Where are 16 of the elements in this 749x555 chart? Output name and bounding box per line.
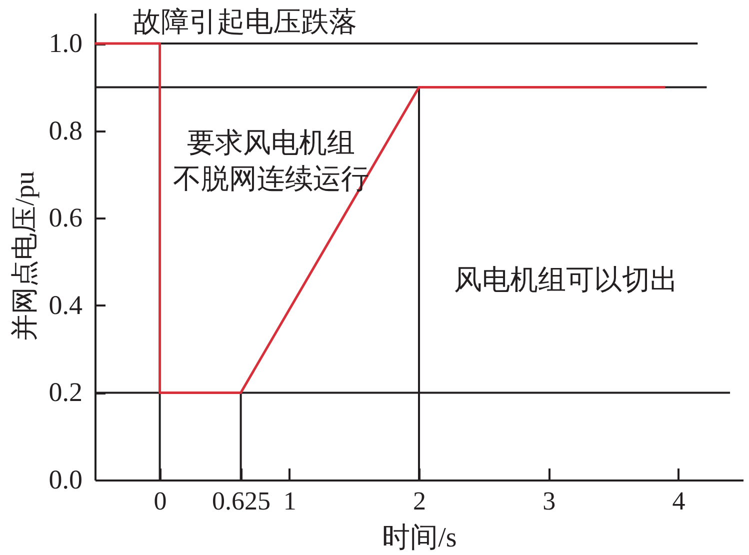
y-tick-label: 0.6 xyxy=(48,202,82,233)
x-tick-label: 3 xyxy=(542,486,556,516)
y-axis-title: 并网点电压/pu xyxy=(10,170,40,341)
x-tick-label: 2 xyxy=(413,486,426,516)
x-axis-title: 时间/s xyxy=(382,522,457,554)
x-tick-label: 1 xyxy=(283,486,296,516)
annotation: 故障引起电压跌落 xyxy=(133,7,357,38)
y-tick-label: 1.0 xyxy=(48,28,82,58)
x-tick-label: 0.625 xyxy=(212,486,271,516)
annotation: 风电机组可以切出 xyxy=(454,265,678,296)
y-tick-label: 0.8 xyxy=(48,115,82,146)
y-tick-label: 0.0 xyxy=(48,464,82,494)
y-tick-label: 0.4 xyxy=(48,290,83,320)
x-tick-label: 4 xyxy=(672,486,686,516)
x-tick-label: 0 xyxy=(154,486,167,516)
y-tick-label: 0.2 xyxy=(48,377,82,408)
